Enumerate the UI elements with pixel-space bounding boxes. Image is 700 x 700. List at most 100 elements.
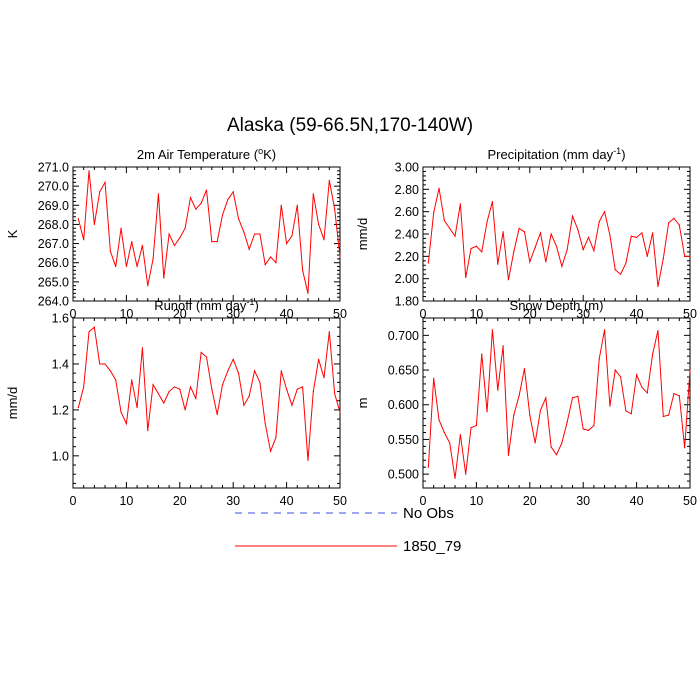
x-tick-label: 40 bbox=[280, 494, 294, 508]
y-axis-label: m bbox=[355, 398, 370, 409]
y-axis-label: K bbox=[5, 229, 20, 238]
data-point bbox=[221, 384, 224, 386]
data-point bbox=[286, 388, 288, 390]
data-point bbox=[195, 208, 197, 210]
x-tick-label: 50 bbox=[333, 494, 347, 508]
data-point bbox=[619, 376, 622, 378]
chart-panel-1: 2m Air Temperature (oK)0 10 20 30 40 50264.02… bbox=[5, 146, 347, 321]
data-point bbox=[454, 235, 456, 237]
data-point bbox=[641, 386, 643, 388]
data-point bbox=[173, 386, 176, 388]
data-point bbox=[534, 442, 536, 444]
data-point bbox=[582, 249, 584, 251]
data-point bbox=[491, 329, 494, 331]
y-tick-label: 266.0 bbox=[38, 256, 69, 270]
data-point bbox=[561, 265, 563, 267]
data-point bbox=[609, 234, 611, 236]
data-point bbox=[529, 261, 531, 263]
data-point bbox=[259, 233, 261, 235]
data-point bbox=[465, 276, 467, 279]
panel-title-part: -1 bbox=[246, 297, 254, 307]
legend-label-1: No Obs bbox=[403, 505, 454, 522]
y-tick-label: 0.500 bbox=[388, 468, 419, 482]
panel-title-part: ) bbox=[621, 147, 625, 162]
data-point bbox=[195, 397, 197, 400]
x-tick-label: 40 bbox=[630, 494, 644, 508]
data-point bbox=[577, 228, 579, 231]
data-point bbox=[131, 379, 133, 381]
data-point bbox=[168, 233, 170, 235]
data-point bbox=[328, 179, 330, 181]
data-point bbox=[550, 446, 552, 448]
chart-panel-4: Snow Depth (m) 0 10 20 30 40 50 0.500 0.550 0.600… bbox=[355, 298, 697, 508]
x-tick-label: 20 bbox=[173, 494, 187, 508]
panel-title-part: Runoff (mm day bbox=[154, 298, 247, 313]
data-point bbox=[598, 358, 600, 360]
data-point bbox=[502, 231, 504, 233]
data-point bbox=[307, 292, 309, 294]
data-point bbox=[449, 442, 451, 444]
data-point bbox=[684, 255, 686, 257]
data-point bbox=[227, 370, 229, 372]
data-point bbox=[577, 395, 579, 398]
y-tick-label: 269.0 bbox=[38, 199, 69, 213]
y-axis-label: mm/d bbox=[355, 218, 370, 251]
data-point bbox=[296, 388, 298, 390]
data-point bbox=[523, 231, 526, 233]
data-point bbox=[684, 447, 686, 449]
data-point bbox=[99, 191, 101, 193]
panel-title-part: K) bbox=[263, 147, 276, 162]
data-point bbox=[312, 193, 314, 195]
data-point bbox=[136, 265, 138, 268]
data-point bbox=[147, 285, 149, 287]
data-point bbox=[427, 466, 429, 468]
y-tick-label: 1.80 bbox=[395, 295, 419, 309]
data-point bbox=[93, 223, 95, 226]
data-point bbox=[518, 395, 520, 397]
data-point bbox=[312, 390, 314, 393]
data-point bbox=[502, 345, 504, 347]
data-point bbox=[625, 262, 627, 264]
data-point bbox=[120, 411, 122, 413]
data-point bbox=[157, 193, 160, 195]
data-point bbox=[443, 220, 445, 222]
data-point bbox=[115, 265, 117, 268]
data-point bbox=[587, 236, 590, 238]
data-point bbox=[253, 233, 256, 235]
data-point bbox=[571, 397, 574, 399]
data-point bbox=[513, 251, 515, 253]
y-tick-label: 3.00 bbox=[395, 161, 419, 175]
data-point bbox=[454, 477, 456, 479]
data-point bbox=[555, 454, 558, 456]
y-tick-label: 0.550 bbox=[388, 433, 419, 447]
data-point bbox=[636, 236, 638, 238]
data-point bbox=[88, 170, 90, 172]
data-point bbox=[587, 429, 590, 432]
panel-title-part: Precipitation (mm day bbox=[487, 147, 613, 162]
data-point bbox=[486, 221, 488, 223]
data-point bbox=[566, 421, 568, 423]
series-line-1850_79 bbox=[427, 188, 690, 287]
y-tick-label: 268.0 bbox=[38, 218, 69, 232]
x-tick-label: 30 bbox=[576, 494, 590, 508]
data-point bbox=[88, 331, 90, 333]
data-point bbox=[433, 377, 435, 379]
data-point bbox=[216, 241, 218, 243]
data-point bbox=[253, 370, 256, 372]
data-point bbox=[539, 232, 542, 234]
y-tick-label: 267.0 bbox=[38, 237, 69, 251]
data-point bbox=[689, 255, 691, 257]
data-point bbox=[168, 390, 170, 393]
data-point bbox=[339, 256, 341, 258]
data-point bbox=[280, 204, 282, 206]
data-point bbox=[529, 414, 531, 416]
data-point bbox=[459, 433, 461, 436]
x-tick-label: 10 bbox=[469, 494, 483, 508]
data-point bbox=[550, 233, 552, 235]
data-point bbox=[269, 450, 272, 452]
data-point bbox=[534, 246, 536, 248]
data-point bbox=[571, 215, 574, 217]
data-point bbox=[598, 221, 600, 223]
data-point bbox=[291, 404, 293, 406]
y-tick-label: 0.600 bbox=[388, 398, 419, 412]
